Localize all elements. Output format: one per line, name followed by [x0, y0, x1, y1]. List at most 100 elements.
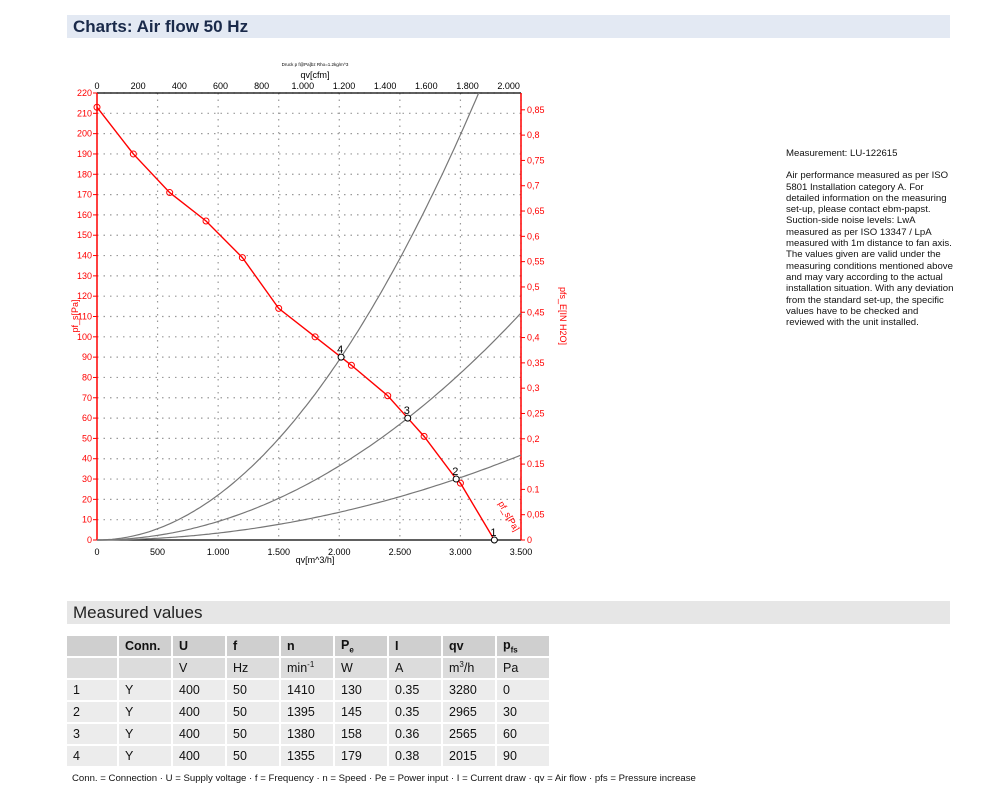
column-header: pfs: [497, 636, 549, 656]
y-tick-label: 10: [82, 515, 92, 525]
y2-tick-label: 0,5: [527, 282, 540, 292]
curve-point: [93, 103, 101, 111]
y-tick-label: 160: [77, 210, 92, 220]
curve-point: [456, 479, 464, 487]
unit-cell: W: [335, 658, 387, 678]
y-tick-label: 120: [77, 291, 92, 301]
y-tick-label: 50: [82, 433, 92, 443]
y-tick-label: 40: [82, 454, 92, 464]
operating-point-label: 3: [404, 405, 410, 417]
operating-point-label: 2: [452, 466, 458, 478]
unit-cell: Pa: [497, 658, 549, 678]
table-cell: 158: [335, 724, 387, 744]
x2-tick-label: 1.000: [292, 81, 315, 91]
system-curve: [97, 312, 522, 541]
y2-tick-label: 0,85: [527, 105, 545, 115]
x-tick-label: 1.500: [267, 547, 290, 557]
pressure-curve: [96, 106, 495, 541]
y2-tick-label: 0,2: [527, 434, 540, 444]
x-tick-label: 1.000: [207, 547, 230, 557]
measurement-note: Air performance measured as per ISO 5801…: [786, 170, 954, 329]
table-row: 4 Y 400 50 1355 179 0.38 2015 90: [67, 746, 549, 766]
y-tick-label: 20: [82, 494, 92, 504]
y2-tick-label: 0,3: [527, 383, 540, 393]
y2-tick-label: 0,75: [527, 155, 545, 165]
section-title: Measured values: [73, 603, 203, 622]
y-tick-label: 0: [87, 535, 92, 545]
column-header: qv: [443, 636, 495, 656]
table-cell: 400: [173, 746, 225, 766]
table-legend: Conn. = Connection · U = Supply voltage …: [72, 773, 696, 784]
system-curve: [97, 92, 480, 541]
x-tick-label: 2.000: [328, 547, 351, 557]
table-cell: 1410: [281, 680, 333, 700]
table-row: 3 Y 400 50 1380 158 0.36 2565 60: [67, 724, 549, 744]
curve-point: [166, 189, 174, 197]
y-tick-label: 110: [78, 312, 92, 322]
x-tick-label: 3.000: [449, 547, 472, 557]
x-tick-label: 3.500: [510, 547, 533, 557]
table-row: 2 Y 400 50 1395 145 0.35 2965 30: [67, 702, 549, 722]
table-cell: 2: [67, 702, 117, 722]
unit-cell: [67, 658, 117, 678]
x2-tick-label: 600: [213, 81, 228, 91]
y2-tick-label: 0: [527, 535, 532, 545]
y-tick-label: 30: [82, 474, 92, 484]
curve-point: [311, 333, 319, 341]
operating-point-label: 4: [337, 344, 343, 356]
table-cell: Y: [119, 702, 171, 722]
curve-point: [129, 150, 137, 158]
y2-tick-label: 0,8: [527, 130, 540, 140]
y-tick-label: 200: [77, 129, 92, 139]
unit-cell: V: [173, 658, 225, 678]
table-cell: 90: [497, 746, 549, 766]
y2-tick-label: 0,35: [527, 358, 545, 368]
table-row: 1 Y 400 50 1410 130 0.35 3280 0: [67, 680, 549, 700]
system-curve: [97, 454, 522, 541]
column-header: U: [173, 636, 225, 656]
x2-tick-label: 1.400: [374, 81, 397, 91]
y2-tick-label: 0,6: [527, 231, 540, 241]
table-cell: 0.35: [389, 680, 441, 700]
unit-cell: A: [389, 658, 441, 678]
table-cell: 2015: [443, 746, 495, 766]
y2-tick-label: 0.15: [527, 459, 545, 469]
y-tick-label: 60: [82, 413, 92, 423]
chart-section-header: Charts: Air flow 50 Hz: [67, 15, 950, 38]
table-cell: 400: [173, 680, 225, 700]
y2-tick-label: 0,25: [527, 408, 545, 418]
y-tick-label: 170: [77, 190, 92, 200]
table-cell: 2965: [443, 702, 495, 722]
operating-point: [337, 353, 345, 361]
x-axis-label: qv[m^3/h]: [296, 555, 335, 565]
x-tick-label: 0: [94, 547, 99, 557]
operating-point-label: 1: [490, 527, 496, 539]
y2-tick-label: 0,55: [527, 257, 545, 267]
y-tick-label: 190: [77, 149, 92, 159]
table-cell: 60: [497, 724, 549, 744]
table-cell: 1395: [281, 702, 333, 722]
y2-tick-label: 0,05: [527, 510, 545, 520]
table-cell: 0.36: [389, 724, 441, 744]
column-header: n: [281, 636, 333, 656]
x2-tick-label: 200: [131, 81, 146, 91]
column-header: I: [389, 636, 441, 656]
curve-label: pf_s[Pa]: [496, 499, 521, 533]
table-cell: 0: [497, 680, 549, 700]
table-cell: 30: [497, 702, 549, 722]
y2-tick-label: 0,4: [527, 333, 540, 343]
curve-point: [202, 217, 210, 225]
table-cell: 3: [67, 724, 117, 744]
curve-point: [238, 254, 246, 262]
table-cell: 0.35: [389, 702, 441, 722]
table-cell: Y: [119, 680, 171, 700]
table-cell: 50: [227, 680, 279, 700]
x2-tick-label: 2.000: [497, 81, 520, 91]
x-tick-label: 2.500: [389, 547, 412, 557]
table-cell: Y: [119, 746, 171, 766]
column-header: f: [227, 636, 279, 656]
measurement-notes: Measurement: LU-122615 Air performance m…: [786, 148, 956, 339]
measurement-id: Measurement: LU-122615: [786, 148, 898, 159]
